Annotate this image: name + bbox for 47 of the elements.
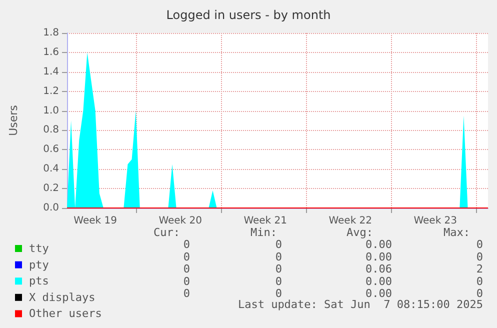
y-tick-label: 0.8 bbox=[43, 124, 59, 136]
text: 0 bbox=[275, 250, 282, 264]
y-tick-label: 1.2 bbox=[43, 86, 59, 97]
text: 0 bbox=[183, 262, 190, 276]
text: 2 bbox=[476, 262, 483, 276]
text: 0 bbox=[476, 238, 483, 251]
text: 0.00 bbox=[366, 274, 392, 288]
text: Max: bbox=[444, 226, 470, 239]
y-tick-label: 1.0 bbox=[43, 105, 59, 116]
text: 0 bbox=[275, 274, 282, 288]
legend-label: tty bbox=[29, 242, 50, 255]
y-tick-label: 0.2 bbox=[43, 183, 59, 194]
y-tick-label: 0.0 bbox=[43, 202, 59, 214]
y-tick-label: 0.4 bbox=[43, 164, 59, 175]
text: 0 bbox=[275, 262, 282, 276]
x-tick-label: Week 21 bbox=[244, 216, 288, 226]
text: 0.00 bbox=[366, 238, 392, 251]
y-tick-label: 0.6 bbox=[43, 144, 59, 156]
text: 0 bbox=[183, 250, 190, 264]
text: 0.06 bbox=[366, 262, 392, 276]
legend-label: X displays bbox=[29, 290, 96, 304]
text: 0.00 bbox=[366, 287, 392, 300]
legend-label: Other users bbox=[29, 307, 102, 320]
chart-title: Logged in users - by month bbox=[166, 8, 331, 22]
text: 0 bbox=[476, 287, 483, 300]
text: 0 bbox=[183, 238, 190, 251]
text: 0 bbox=[183, 287, 190, 300]
text: Last update: Sat Jun 7 08:15:00 2025 bbox=[238, 298, 483, 311]
text: 0 bbox=[183, 274, 190, 288]
x-tick-label: Week 20 bbox=[158, 216, 202, 226]
x-tick-label: Week 19 bbox=[74, 216, 117, 226]
text: Min: bbox=[250, 226, 277, 239]
y-tick-label: 1.4 bbox=[43, 66, 59, 78]
text: Avg: bbox=[346, 226, 373, 239]
legend-label: pty bbox=[29, 258, 50, 272]
y-axis-title: Users bbox=[7, 104, 20, 136]
x-tick-label: Week 23 bbox=[414, 216, 458, 226]
y-tick-label: 1.8 bbox=[43, 28, 59, 38]
text: 0.00 bbox=[366, 250, 392, 264]
text: Cur: bbox=[154, 226, 180, 239]
text: 0 bbox=[275, 287, 282, 300]
text: 0 bbox=[275, 238, 282, 251]
text: 0 bbox=[476, 250, 483, 264]
y-tick-label: 1.6 bbox=[43, 46, 59, 58]
text: 0 bbox=[476, 274, 483, 288]
legend-label: pts bbox=[29, 274, 49, 288]
x-tick-label: Week 22 bbox=[328, 216, 372, 226]
